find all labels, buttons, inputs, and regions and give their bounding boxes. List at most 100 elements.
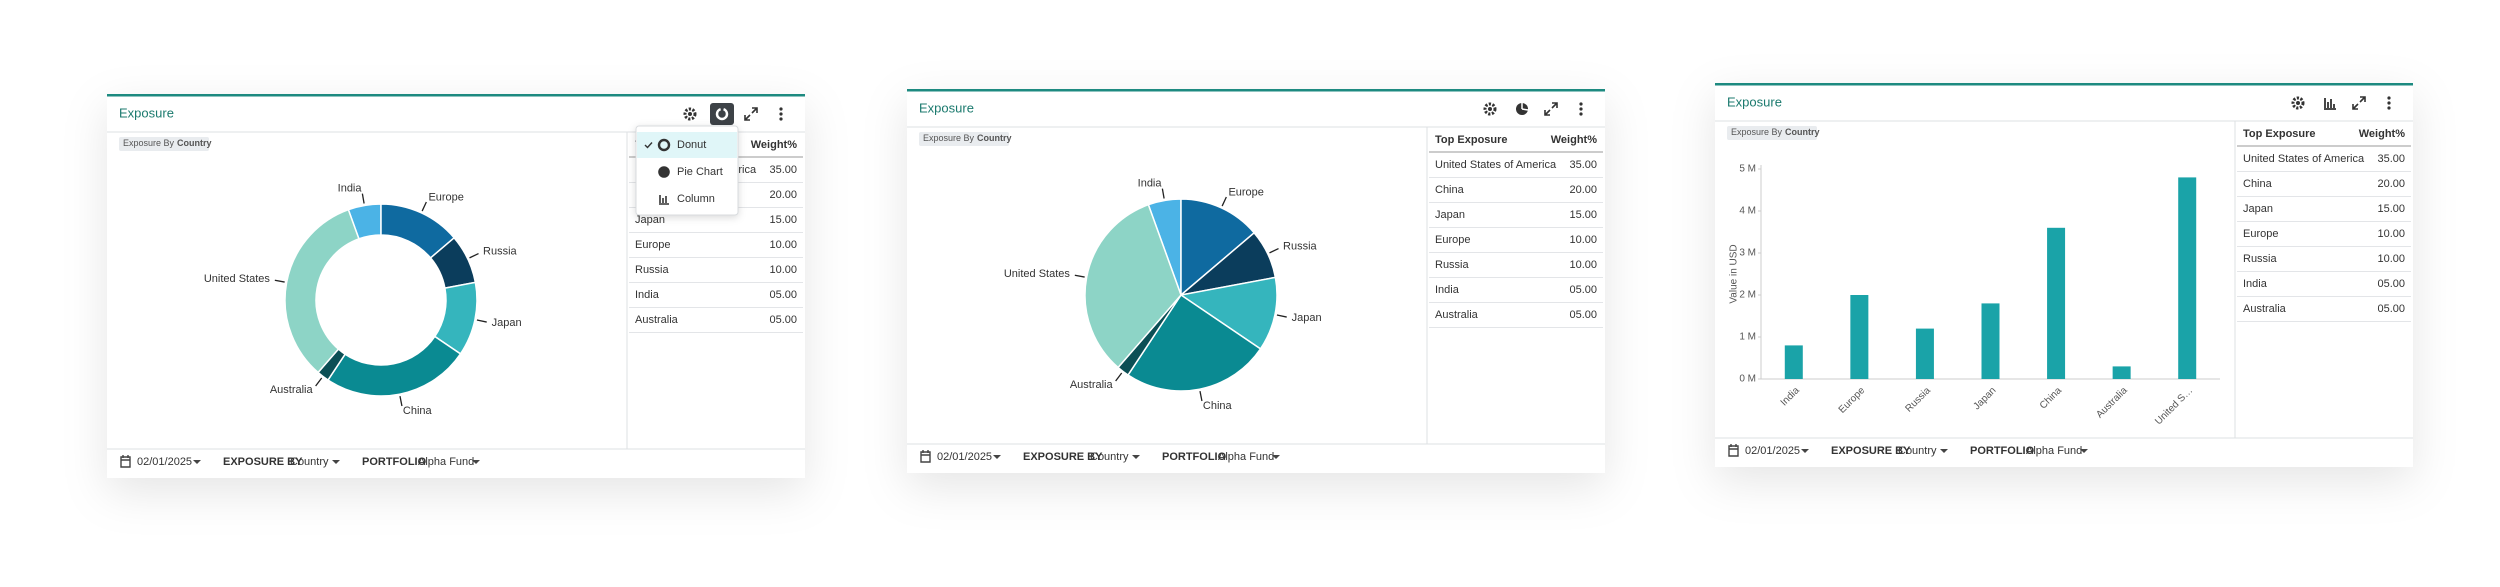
slice-label: China: [403, 405, 433, 417]
table-cell: China: [1435, 184, 1465, 196]
gear-hub: [688, 112, 692, 116]
footer-value[interactable]: Alpha Fund: [418, 456, 474, 468]
caret: [1801, 449, 1809, 453]
calendar-icon: [120, 455, 131, 468]
leader-line: [1115, 372, 1123, 382]
table-cell: 05.00: [2377, 278, 2405, 290]
caret: [2080, 449, 2088, 453]
table-cell: Japan: [2243, 203, 2273, 215]
icon-button[interactable]: [2387, 96, 2391, 110]
card-top-border: [107, 94, 805, 97]
bar: [2047, 227, 2066, 379]
caret: [332, 460, 340, 464]
dot: [779, 117, 783, 121]
slice-label: Russia: [1283, 240, 1318, 252]
card-title: Exposure: [919, 100, 974, 115]
y-tick-label: 5 M: [1739, 164, 1756, 175]
gear-hub: [2296, 101, 2300, 105]
leader-line: [315, 377, 323, 387]
table-cell: 20.00: [769, 189, 797, 201]
table-cell: 05.00: [2377, 303, 2405, 315]
chip-label: Exposure By: [123, 138, 175, 148]
menu-item[interactable]: Pie Chart: [677, 166, 723, 178]
leader-line: [476, 319, 487, 323]
footer-value[interactable]: Alpha Fund: [1218, 451, 1274, 463]
dot: [779, 112, 783, 116]
leader-line: [1221, 196, 1227, 207]
chip-value: Country: [977, 133, 1012, 143]
footer-date[interactable]: 02/01/2025: [1745, 445, 1800, 457]
slice-label: India: [338, 183, 363, 195]
bar: [2112, 366, 2131, 379]
icon-button[interactable]: [683, 107, 697, 121]
footer-date[interactable]: 02/01/2025: [137, 456, 192, 468]
icon-button[interactable]: [710, 103, 734, 125]
table-cell: United States of America: [2243, 153, 2365, 165]
icon-button[interactable]: [2324, 98, 2336, 110]
table-cell: 15.00: [2377, 203, 2405, 215]
table-cell: India: [2243, 278, 2268, 290]
icon-button[interactable]: [1544, 102, 1558, 116]
table-cell: Australia: [1435, 309, 1479, 321]
icon-button[interactable]: [779, 107, 783, 121]
footer-value[interactable]: Country: [290, 456, 329, 468]
icon-button[interactable]: [1516, 103, 1529, 115]
card-title: Exposure: [119, 105, 174, 120]
leader-line: [1276, 314, 1287, 318]
icon-button[interactable]: [1483, 102, 1497, 116]
table-cell: Australia: [635, 314, 679, 326]
slice-label: United States: [1004, 268, 1071, 280]
leader-line: [1161, 188, 1165, 199]
chip: [919, 132, 1009, 146]
leader-line: [1199, 391, 1203, 402]
table-cell: 10.00: [2377, 228, 2405, 240]
menu-active-bg: [637, 132, 737, 158]
icon-button[interactable]: [2291, 96, 2305, 110]
chip-value: Country: [177, 138, 212, 148]
slice-label: United States: [204, 273, 271, 285]
table-cell: Europe: [635, 239, 670, 251]
icon-button[interactable]: [1579, 102, 1583, 116]
leader-line: [399, 396, 403, 407]
menu-item[interactable]: Column: [677, 193, 715, 205]
leader-line: [1074, 274, 1085, 278]
y-tick-label: 1 M: [1739, 332, 1756, 343]
slice-label: Japan: [1292, 312, 1322, 324]
menu-item[interactable]: Donut: [677, 139, 706, 151]
caret: [1132, 455, 1140, 459]
icon-button[interactable]: [2352, 96, 2366, 110]
table-cell: 35.00: [1569, 159, 1597, 171]
footer-value[interactable]: Alpha Fund: [2026, 445, 2082, 457]
footer-value[interactable]: Country: [1898, 445, 1937, 457]
footer-label: EXPOSURE BY: [1831, 445, 1911, 457]
bars-icon: [2324, 98, 2336, 110]
chip: [1727, 126, 1817, 140]
chip-label: Exposure By: [923, 133, 975, 143]
table-cell: United States of America: [1435, 159, 1557, 171]
slice: [1084, 203, 1182, 369]
table-cell: 15.00: [769, 214, 797, 226]
footer-value[interactable]: Country: [1090, 451, 1129, 463]
calendar-icon: [920, 450, 931, 463]
dropdown-menu: Donut Pie Chart Column: [635, 125, 739, 216]
table-cell: China: [2243, 178, 2273, 190]
bar: [1981, 303, 2000, 379]
menu-icon: [659, 195, 669, 205]
table-cell: India: [635, 289, 660, 301]
table-cell: 20.00: [2377, 178, 2405, 190]
bar: [1784, 345, 1803, 379]
gear: [1483, 102, 1497, 116]
leader-line: [421, 201, 427, 212]
icon-button[interactable]: [744, 107, 758, 121]
footer-date[interactable]: 02/01/2025: [937, 451, 992, 463]
expand-icon: [2352, 96, 2366, 110]
dot: [2387, 106, 2391, 110]
card-top-border: [907, 89, 1605, 92]
y-tick-label: 2 M: [1739, 290, 1756, 301]
table-header: Weight%: [1551, 134, 1597, 146]
caret: [993, 455, 1001, 459]
slice-label: Japan: [492, 317, 522, 329]
